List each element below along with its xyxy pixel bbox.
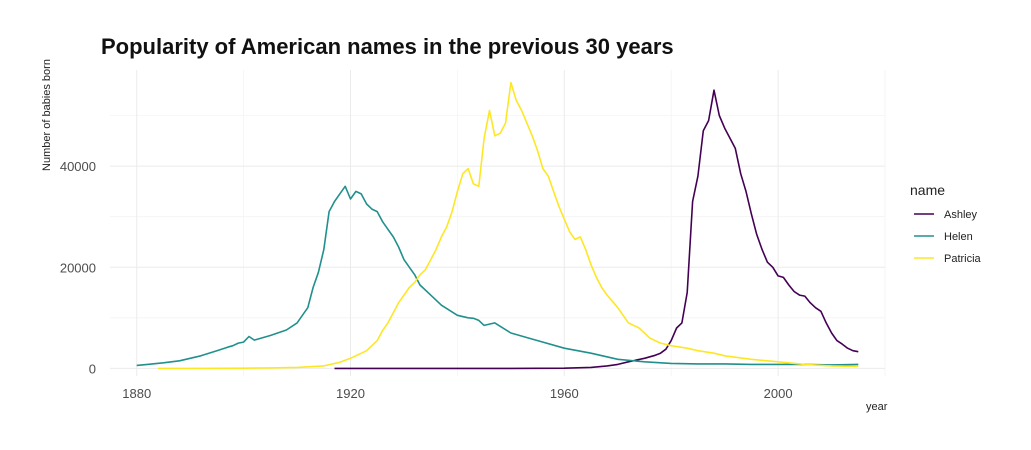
grid [110, 70, 886, 376]
series-line-patricia [158, 81, 859, 370]
legend-label-patricia: Patricia [944, 253, 982, 265]
y-tick-label: 20000 [60, 260, 96, 275]
y-tick-label: 0 [89, 361, 96, 376]
series-line-helen [136, 185, 859, 367]
legend-label-ashley: Ashley [944, 209, 978, 221]
legend: name Ashley Helen Patricia [910, 182, 982, 265]
x-tick-label: 1960 [550, 386, 579, 401]
y-axis-label: Number of babies born [41, 59, 53, 171]
series-lines [136, 81, 859, 370]
chart-title: Popularity of American names in the prev… [101, 34, 674, 59]
y-tick-label: 40000 [60, 159, 96, 174]
x-tick-label: 1920 [336, 386, 365, 401]
x-axis-ticks: 1880 1920 1960 2000 [122, 386, 792, 401]
x-tick-label: 1880 [122, 386, 151, 401]
x-tick-label: 2000 [764, 386, 793, 401]
series-line-ashley [334, 89, 859, 370]
x-axis-label: year [866, 401, 888, 413]
y-axis-ticks: 0 20000 40000 [60, 159, 96, 376]
legend-label-helen: Helen [944, 231, 973, 243]
legend-title: name [910, 182, 945, 198]
